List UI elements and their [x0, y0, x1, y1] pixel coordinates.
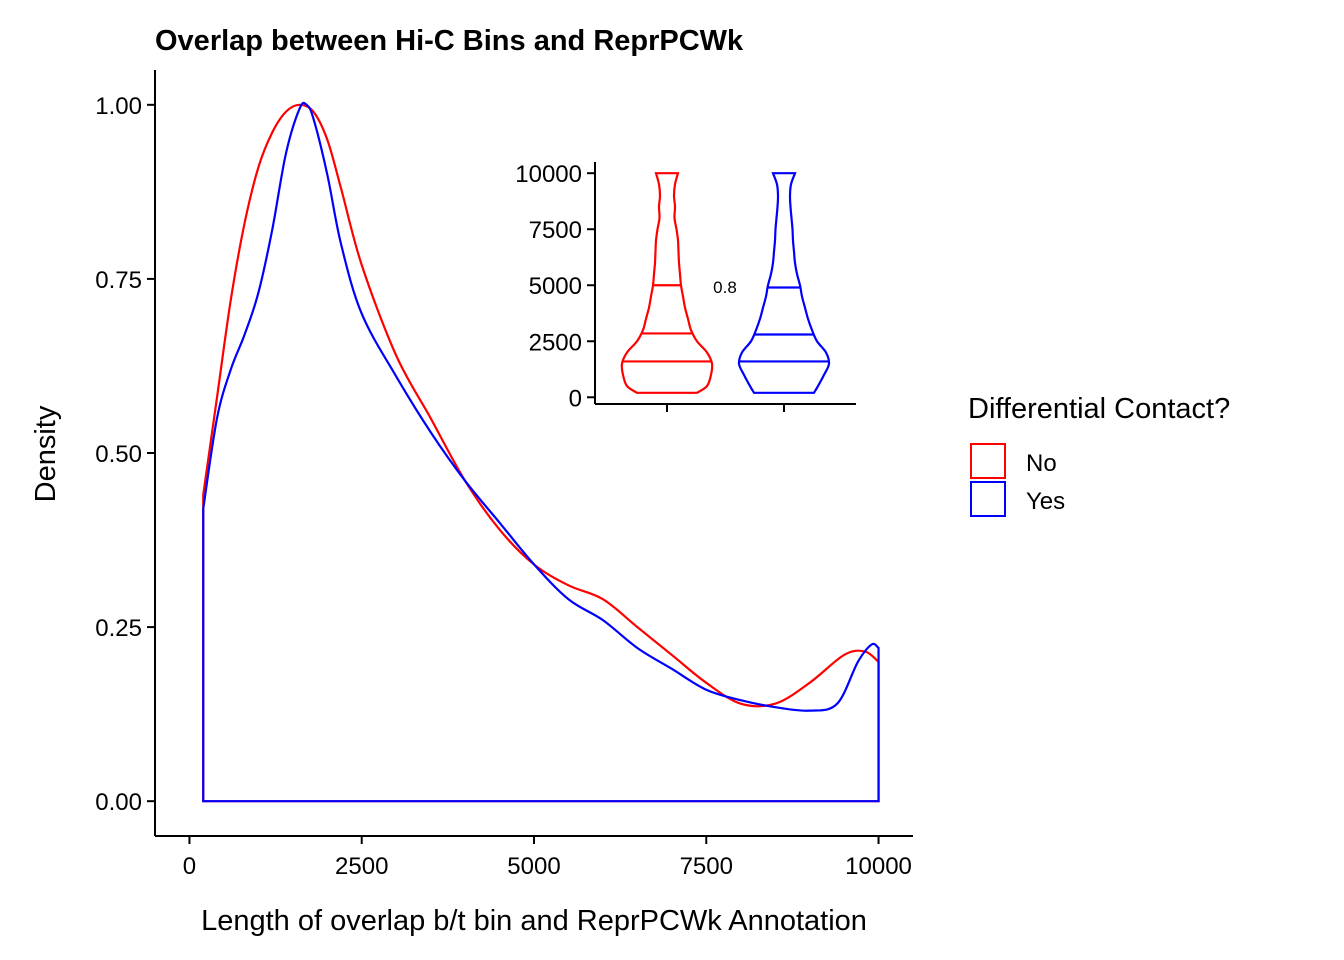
inset-x-ticks	[666, 404, 785, 412]
legend-label-yes: Yes	[1026, 488, 1065, 515]
y-tick-label: 1.00	[95, 93, 142, 120]
chart-title: Overlap between Hi-C Bins and ReprPCWk	[155, 25, 744, 57]
main-plot: 0.00 0.25 0.50 0.75 1.00 0 2500 5000 7500 10000 …	[30, 70, 913, 937]
y-tick-label: 0.25	[95, 615, 142, 642]
legend-label-no: No	[1026, 450, 1057, 477]
violin-no	[620, 172, 714, 394]
x-tick-label: 7500	[680, 853, 733, 880]
p-value-annotation: 0.8	[713, 278, 737, 297]
legend-entries: No Yes	[970, 443, 1065, 517]
inset-y-tick-label: 5000	[529, 273, 582, 300]
y-tick-label: 0.75	[95, 267, 142, 294]
legend-key-no	[970, 443, 1006, 479]
violin-yes	[737, 172, 831, 394]
inset-violin-plot: 0 2500 5000 7500 10000 0.8	[515, 161, 856, 412]
x-axis-title: Length of overlap b/t bin and ReprPCWk A…	[201, 905, 867, 937]
x-tick-label: 2500	[335, 853, 388, 880]
x-tick-label: 10000	[845, 853, 912, 880]
inset-y-tick-label: 2500	[529, 329, 582, 356]
y-tick-label: 0.00	[95, 789, 142, 816]
inset-y-ticks: 0 2500 5000 7500 10000	[515, 161, 595, 412]
inset-y-tick-label: 10000	[515, 161, 582, 188]
density-lines	[202, 101, 880, 803]
legend-title: Differential Contact?	[968, 393, 1230, 425]
x-tick-label: 0	[183, 853, 196, 880]
x-tick-label: 5000	[507, 853, 560, 880]
y-tick-label: 0.50	[95, 441, 142, 468]
density-line-no	[202, 103, 880, 803]
y-ticks: 0.00 0.25 0.50 0.75 1.00	[95, 93, 155, 816]
x-ticks: 0 2500 5000 7500 10000	[183, 836, 912, 880]
legend: Differential Contact? No Yes	[968, 393, 1230, 517]
legend-key-yes	[970, 481, 1006, 517]
y-axis-title: Density	[30, 405, 62, 502]
density-line-yes	[202, 101, 880, 803]
inset-y-tick-label: 0	[569, 385, 582, 412]
violins	[620, 172, 831, 394]
inset-y-tick-label: 7500	[529, 217, 582, 244]
